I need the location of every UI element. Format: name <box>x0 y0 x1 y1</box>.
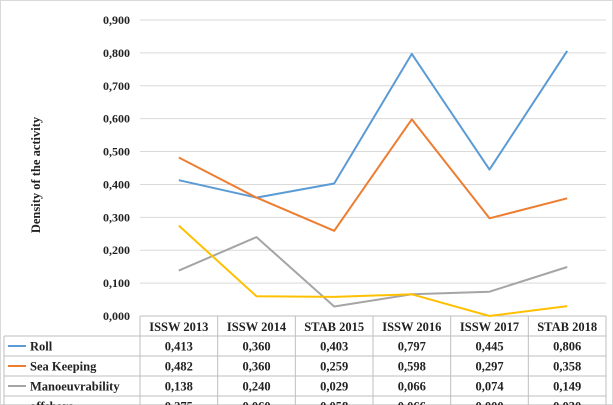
series-line <box>178 236 568 308</box>
data-table-value: 0,138 <box>165 380 193 394</box>
data-table-value: 0,240 <box>242 380 270 394</box>
x-category-label: STAB 2015 <box>304 320 364 334</box>
data-table-value: 0,259 <box>320 360 348 374</box>
y-tick-label: 0,500 <box>103 145 130 159</box>
data-table-value: 0,066 <box>398 380 426 394</box>
y-tick-label: 0,000 <box>103 309 130 323</box>
data-table-value: 0,029 <box>320 380 348 394</box>
data-table-value: 0,066 <box>398 400 426 405</box>
data-table-value: 0,358 <box>553 360 581 374</box>
y-tick-label: 0,400 <box>103 177 130 191</box>
y-tick-label: 0,100 <box>103 276 130 290</box>
series-line <box>178 224 568 317</box>
data-table-value: 0,030 <box>553 400 581 405</box>
x-category-label: ISSW 2017 <box>460 320 519 334</box>
data-table-value: 0,000 <box>475 400 503 405</box>
x-category-label: ISSW 2014 <box>227 320 287 334</box>
y-tick-label: 0,800 <box>103 46 130 60</box>
data-table-value: 0,149 <box>553 380 581 394</box>
x-category-label: STAB 2018 <box>537 320 597 334</box>
legend-entry: Sea Keeping <box>30 360 97 374</box>
data-table-value: 0,060 <box>242 400 270 405</box>
y-tick-label: 0,200 <box>103 243 130 257</box>
data-table-value: 0,413 <box>165 340 193 354</box>
series-line <box>178 50 569 199</box>
data-table-value: 0,806 <box>553 340 581 354</box>
y-axis-label: Density of the activity <box>29 116 43 233</box>
y-tick-label: 0,900 <box>103 13 130 27</box>
y-tick-label: 0,700 <box>103 79 130 93</box>
data-table-value: 0,403 <box>320 340 348 354</box>
y-tick-labels: 0,000 0,100 0,200 0,300 0,400 0,500 0,600 0,700… <box>103 13 130 323</box>
data-table-value: 0,074 <box>475 380 504 394</box>
data-table-value: 0,482 <box>165 360 193 374</box>
data-table: ISSW 2013 ISSW 2014 STAB 2015 ISSW 2016 ISSW… <box>3 315 607 405</box>
data-table-value: 0,058 <box>320 400 348 405</box>
y-tick-label: 0,300 <box>103 210 130 224</box>
y-tick-label: 0,600 <box>103 112 130 126</box>
data-table-value: 0,797 <box>398 340 426 354</box>
data-table-value: 0,360 <box>242 360 270 374</box>
data-table-value: 0,598 <box>398 360 426 374</box>
series-line <box>178 118 568 232</box>
x-category-label: ISSW 2013 <box>149 320 208 334</box>
gridlines <box>140 19 606 317</box>
data-table-value: 0,360 <box>242 340 270 354</box>
data-table-value: 0,297 <box>475 360 503 374</box>
legend-entry: Roll <box>30 340 53 354</box>
series-lines <box>178 50 569 317</box>
data-table-value: 0,275 <box>165 400 193 405</box>
x-category-label: ISSW 2016 <box>382 320 441 334</box>
legend-entry: Manoeuvrability <box>30 380 120 394</box>
data-table-value: 0,445 <box>475 340 503 354</box>
legend-entry: offshore <box>30 400 74 405</box>
